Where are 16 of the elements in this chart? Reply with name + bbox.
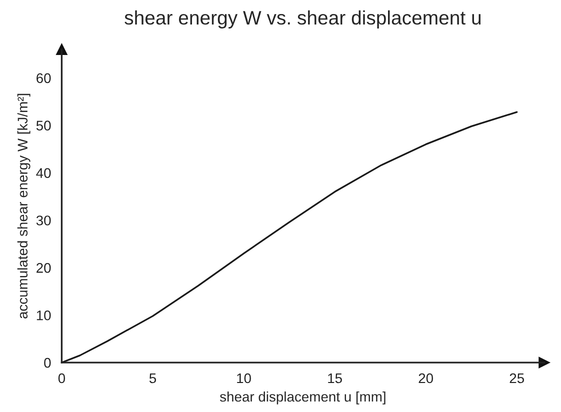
- y-axis-title: accumulated shear energy W [kJ/m²]: [17, 94, 30, 318]
- x-tick-label: 20: [418, 373, 434, 384]
- x-tick-label: 0: [58, 373, 66, 384]
- y-tick-label: 30: [36, 216, 51, 226]
- y-tick-label: 0: [44, 358, 51, 368]
- x-tick-label: 10: [237, 373, 251, 384]
- x-axis-title: shear displacement u [mm]: [220, 391, 386, 404]
- y-tick-label: 20: [36, 263, 51, 273]
- chart-title: shear energy W vs. shear displacement u: [124, 10, 481, 28]
- x-tick-label: 5: [149, 373, 156, 384]
- y-tick-label: 50: [36, 120, 51, 131]
- x-tick-label: 15: [328, 373, 342, 384]
- y-tick-label: 10: [36, 310, 51, 320]
- x-tick-label: 25: [510, 373, 524, 384]
- y-tick-label: 40: [36, 168, 51, 178]
- y-tick-label: 60: [36, 73, 51, 84]
